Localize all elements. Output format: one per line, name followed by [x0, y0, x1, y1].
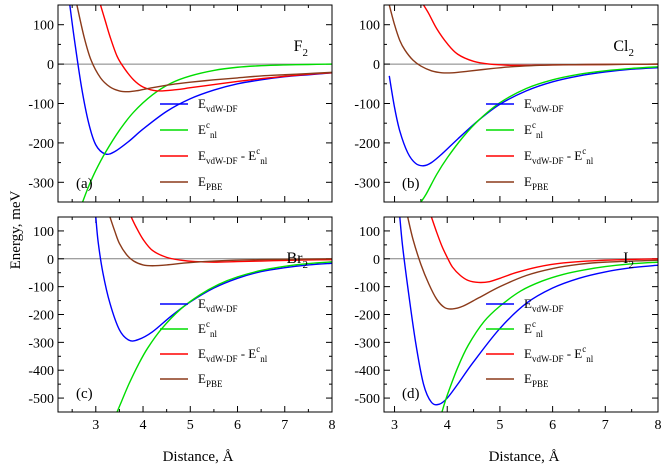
y-tick-label: -300	[354, 336, 380, 351]
y-tick-label: -400	[354, 364, 380, 379]
x-tick-label: 5	[496, 418, 503, 433]
series-line-vdw	[69, 5, 332, 156]
y-tick-label: -100	[28, 98, 54, 113]
series-group	[399, 217, 658, 412]
y-tick-label: -300	[354, 176, 380, 191]
series-line-vdw	[399, 217, 658, 406]
x-tick-label: 8	[329, 418, 336, 433]
series-line-nl	[420, 66, 658, 202]
series-line-nl	[81, 63, 332, 202]
plot-frame	[383, 216, 659, 413]
x-tick-label: 4	[444, 418, 451, 433]
y-tick-label: -100	[354, 98, 380, 113]
legend-label-diff: EvdW-DF - Ecnl	[198, 146, 268, 166]
panel-a: 100 0 -100 -200 -300 (a) F2 EvdW-DF Ecnl EvdW-DF …	[28, 4, 333, 203]
molecule-label: Cl2	[613, 38, 634, 59]
x-axis-label-right: Distance, Å	[489, 449, 560, 465]
series-group	[95, 217, 332, 412]
series-line-pbe	[109, 217, 332, 267]
legend-label-vdw: EvdW-DF	[198, 96, 237, 114]
panel-label: (d)	[402, 386, 420, 402]
y-tick-label: -200	[354, 137, 380, 152]
molecule-label: I2	[623, 250, 634, 271]
panel-label: (a)	[76, 176, 93, 192]
plot-frame	[383, 4, 659, 203]
legend-label-pbe: EPBE	[524, 371, 549, 389]
y-tick-label: -300	[28, 176, 54, 191]
y-tick-label: -500	[28, 392, 54, 407]
panel-c: 3 4 5 6 7 8 100 0 -100 -200 -300 -400 -500 (c) Br2 EvdW…	[28, 216, 336, 433]
legend-label-nl: Ecnl	[198, 319, 217, 339]
y-tick-label: -200	[28, 137, 54, 152]
y-tick-label: -300	[28, 336, 54, 351]
series-line-pbe	[407, 217, 658, 310]
series-line-diff	[422, 5, 658, 67]
x-tick-label: 4	[140, 418, 147, 433]
series-line-vdw	[95, 217, 332, 342]
legend-label-pbe: EPBE	[524, 174, 549, 192]
legend-label-vdw: EvdW-DF	[524, 96, 563, 114]
x-tick-label: 7	[281, 418, 288, 433]
y-axis-label: Energy, meV	[8, 190, 24, 269]
series-line-diff	[430, 217, 658, 284]
y-tick-label: -200	[354, 309, 380, 324]
series-line-pbe	[388, 5, 658, 74]
legend-label-pbe: EPBE	[198, 371, 223, 389]
y-tick-label: 100	[359, 225, 380, 240]
legend-label-pbe: EPBE	[198, 174, 223, 192]
y-tick-label: 0	[47, 58, 54, 73]
y-tick-label: 100	[33, 19, 54, 34]
panel-d: 3 4 5 6 7 8 100 0 -100 -200 -300 -400 -500 (d) I2 EvdW-…	[354, 216, 662, 433]
molecule-label: F2	[294, 38, 308, 59]
y-tick-label: 100	[33, 225, 54, 240]
series-group	[388, 5, 658, 202]
legend-label-diff: EvdW-DF - Ecnl	[524, 146, 594, 166]
y-tick-label: 0	[373, 58, 380, 73]
x-tick-label: 3	[391, 418, 398, 433]
y-tick-label: -200	[28, 309, 54, 324]
plot-frame	[57, 216, 333, 413]
series-line-nl	[441, 261, 658, 412]
x-tick-label: 8	[655, 418, 662, 433]
series-line-vdw	[388, 66, 658, 167]
y-tick-label: -100	[28, 281, 54, 296]
molecule-label: Br2	[287, 250, 309, 271]
series-line-pbe	[76, 5, 332, 93]
y-tick-label: -500	[354, 392, 380, 407]
legend-label-vdw: EvdW-DF	[524, 296, 563, 314]
y-tick-label: 0	[373, 253, 380, 268]
x-tick-label: 5	[187, 418, 194, 433]
x-axis-label-left: Distance, Å	[163, 449, 234, 465]
panel-b: 100 0 -100 -200 -300 (b) Cl2 EvdW-DF Ecnl EvdW-DF…	[354, 4, 659, 203]
legend-label-vdw: EvdW-DF	[198, 296, 237, 314]
x-tick-label: 6	[234, 418, 241, 433]
y-tick-label: -100	[354, 281, 380, 296]
x-tick-label: 3	[92, 418, 99, 433]
series-line-diff	[99, 5, 332, 92]
series-line-nl	[116, 261, 332, 412]
x-tick-label: 7	[602, 418, 609, 433]
legend-label-diff: EvdW-DF - Ecnl	[198, 344, 268, 364]
y-tick-label: 100	[359, 19, 380, 34]
series-group	[69, 5, 332, 202]
legend-label-diff: EvdW-DF - Ecnl	[524, 344, 594, 364]
plot-frame	[57, 4, 333, 203]
legend-label-nl: Ecnl	[198, 120, 217, 140]
legend-label-nl: Ecnl	[524, 319, 543, 339]
y-tick-label: 0	[47, 253, 54, 268]
panel-label: (b)	[402, 176, 420, 192]
legend-label-nl: Ecnl	[524, 120, 543, 140]
y-tick-label: -400	[28, 364, 54, 379]
x-tick-label: 6	[549, 418, 556, 433]
panel-label: (c)	[76, 386, 93, 402]
